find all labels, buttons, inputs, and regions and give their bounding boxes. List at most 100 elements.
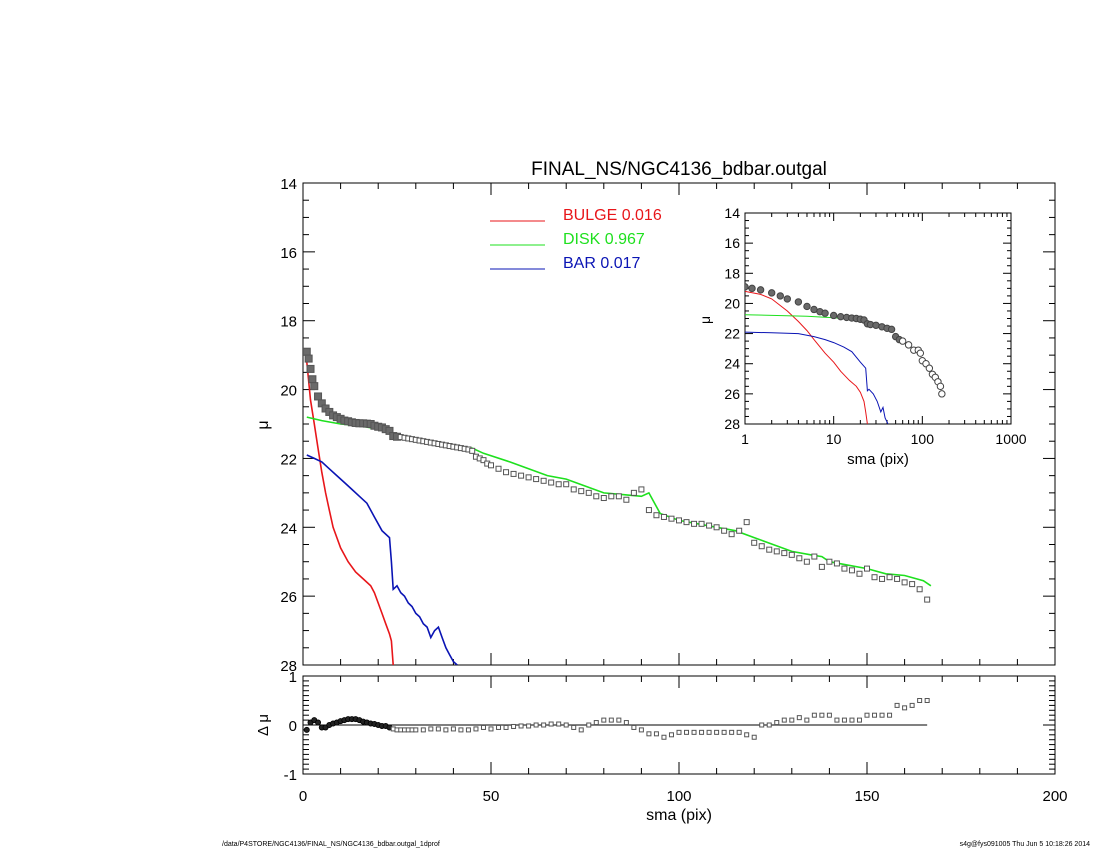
inset-data-point: [829, 311, 838, 320]
inset-y-tick-label: 18: [724, 265, 740, 281]
footer-timestamp: s4g@fys091005 Thu Jun 5 10:18:26 2014: [959, 841, 1090, 848]
data-point: [303, 347, 311, 356]
inset-panel: 14 16 18 20 22 24 26 281 10 100 1000 μ sma (pix): [697, 205, 1027, 468]
data-point: [510, 470, 517, 477]
data-point: [728, 531, 735, 538]
residual-point: [571, 724, 577, 730]
data-point: [488, 462, 494, 469]
disk-legend-label: DISK 0.967: [563, 231, 645, 248]
residual-point: [774, 720, 780, 726]
residual-point: [684, 729, 690, 735]
residual-point: [849, 717, 855, 723]
inset-data-point: [872, 321, 880, 329]
inset-data-point: [821, 309, 829, 317]
data-point: [909, 581, 916, 588]
inset-data-point: [767, 289, 776, 297]
residual-point: [465, 727, 471, 733]
data-point: [563, 481, 570, 488]
inset-x-tick-label: 100: [911, 431, 935, 447]
bar-line: [306, 454, 458, 665]
residual-y-tick-label: 1: [289, 669, 297, 686]
data-point: [306, 364, 315, 373]
residual-point: [789, 717, 795, 723]
residual-point: [601, 717, 607, 723]
residual-point: [841, 717, 847, 723]
residual-point: [315, 719, 322, 726]
data-point: [623, 496, 630, 503]
residual-point: [623, 720, 629, 726]
inset-y-tick-label: 24: [724, 356, 740, 372]
residual-point: [879, 712, 885, 718]
main-y-tick-label: 14: [280, 176, 297, 193]
residual-point: [420, 727, 426, 733]
data-point: [736, 527, 743, 534]
residual-point: [691, 729, 697, 735]
bulge-legend-label: BULGE 0.016: [563, 207, 662, 224]
inset-data-points: [745, 283, 946, 398]
chart-title: FINAL_NS/NGC4136_bdbar.outgal: [531, 159, 827, 180]
data-point: [871, 574, 878, 581]
inset-x-axis-label: sma (pix): [847, 451, 909, 468]
residual-point: [631, 724, 637, 730]
main-panel: 14 16 18 20 22 24 26 28 μ BULGE 0.016 DISK 0.967…: [255, 176, 1056, 675]
residual-point: [917, 698, 923, 703]
data-point: [653, 512, 660, 519]
residual-point: [902, 705, 908, 711]
residual-point: [413, 727, 419, 733]
data-point: [796, 555, 803, 562]
bulge-line: [306, 361, 394, 665]
data-point: [308, 375, 317, 384]
residual-point: [646, 731, 652, 737]
inset-data-point: [904, 341, 913, 349]
residual-point: [586, 722, 592, 728]
residual-point: [796, 715, 802, 721]
footer-file-path: /data/P4STORE/NGC4136/FINAL_NS/NGC4136_b…: [222, 841, 440, 848]
data-point: [615, 493, 622, 500]
residual-point: [751, 734, 757, 740]
residual-point: [781, 717, 787, 723]
residual-y-axis-label: Δ μ: [255, 714, 272, 736]
data-point: [668, 515, 675, 522]
inset-y-axis-label: μ: [697, 316, 713, 324]
residual-point: [488, 726, 494, 732]
data-point: [841, 565, 848, 572]
bar-legend-label: BAR 0.017: [563, 255, 640, 272]
main-y-tick-label: 18: [280, 314, 297, 331]
data-point: [310, 382, 319, 391]
inset-data-point: [938, 390, 946, 398]
residual-point: [864, 712, 870, 718]
data-point: [879, 575, 886, 582]
residual-point: [443, 727, 449, 733]
residual-point: [473, 726, 479, 732]
inset-data-point: [916, 349, 925, 357]
data-point: [533, 476, 540, 483]
residual-point: [909, 702, 915, 708]
inset-data-point: [836, 312, 845, 321]
data-point: [894, 575, 901, 582]
inset-data-point: [794, 298, 803, 306]
data-point: [848, 567, 855, 574]
residual-point: [511, 723, 517, 729]
inset-data-point: [745, 283, 749, 291]
x-tick-label: 200: [1042, 788, 1067, 805]
main-y-axis-label: μ: [255, 420, 272, 429]
data-point: [833, 560, 840, 567]
data-point: [721, 527, 728, 534]
residual-point: [593, 720, 599, 726]
residual-point: [819, 712, 825, 718]
main-y-tick-label: 26: [280, 589, 297, 606]
inset-data-point: [887, 325, 896, 334]
data-point: [751, 539, 758, 546]
residual-point: [458, 727, 464, 733]
data-point: [314, 392, 323, 401]
x-tick-label: 100: [666, 788, 691, 805]
data-point: [518, 472, 525, 479]
residual-y-tick-label: -1: [284, 767, 297, 784]
data-point: [691, 520, 698, 527]
inset-data-point: [756, 286, 765, 294]
residual-point: [548, 721, 554, 727]
data-point: [570, 486, 577, 493]
residual-point: [894, 702, 900, 708]
residual-point: [435, 726, 441, 732]
data-point: [480, 457, 487, 464]
